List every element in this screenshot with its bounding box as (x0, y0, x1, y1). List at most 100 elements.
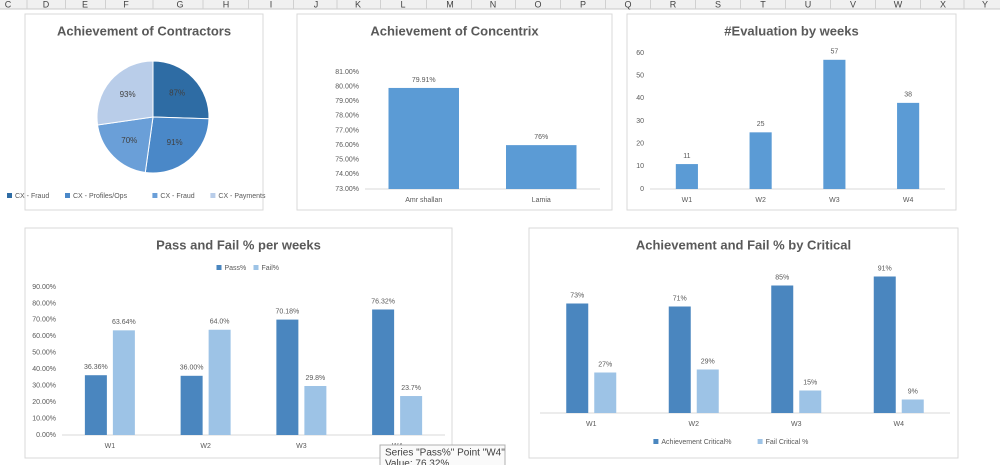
y-tick-label: 74.00% (335, 171, 359, 178)
column-header: H (223, 0, 230, 9)
value-label: 38 (904, 92, 912, 99)
bar (897, 102, 920, 189)
value-label: 76% (534, 134, 548, 141)
legend-label: Achievement Critical% (661, 439, 731, 446)
value-label: 85% (775, 274, 789, 281)
y-tick-label: 80.00% (32, 300, 56, 307)
legend-swatch (253, 265, 259, 270)
bar (696, 369, 719, 413)
legend-label: CX - Fraud (160, 193, 194, 200)
x-tick-label: Amr shallan (405, 197, 442, 204)
pie-slice (152, 60, 210, 120)
legend-swatch (152, 193, 158, 198)
bar (400, 396, 423, 435)
legend-label: Fail% (262, 265, 280, 272)
x-tick-label: W4 (894, 421, 905, 428)
legend-swatch (757, 439, 763, 444)
y-tick-label: 81.00% (335, 69, 359, 76)
legend-label: Pass% (225, 265, 247, 272)
x-tick-label: W2 (689, 421, 700, 428)
y-tick-label: 70.00% (32, 317, 56, 324)
y-tick-label: 79.00% (335, 98, 359, 105)
y-tick-label: 0.00% (36, 432, 56, 439)
column-header: D (43, 0, 50, 9)
value-label: 57 (830, 49, 838, 56)
x-tick-label: W3 (791, 421, 802, 428)
column-header: K (355, 0, 361, 9)
bar (675, 164, 698, 189)
slice-label: 87% (169, 89, 185, 98)
x-tick-label: W1 (105, 443, 116, 450)
y-tick-label: 90.00% (32, 284, 56, 291)
bar (749, 132, 772, 189)
y-tick-label: 10.00% (32, 415, 56, 422)
column-header: W (894, 0, 903, 9)
bar (771, 285, 794, 413)
column-header: C (5, 0, 12, 9)
chart-title: Achievement of Contractors (57, 23, 231, 38)
column-header: G (176, 0, 183, 9)
x-tick-label: W2 (200, 443, 211, 450)
legend-label: CX - Profiles/Ops (73, 193, 128, 200)
column-header: E (82, 0, 88, 9)
legend-swatch (210, 193, 216, 198)
column-header: N (490, 0, 497, 9)
column-header: L (400, 0, 405, 9)
value-label: 63.64% (112, 319, 136, 326)
column-header: F (123, 0, 129, 9)
y-tick-label: 73.00% (335, 186, 359, 193)
y-tick-label: 50.00% (32, 350, 56, 357)
bar (566, 303, 589, 413)
column-header: P (580, 0, 586, 9)
legend-swatch (653, 439, 659, 444)
slice-label: 93% (120, 90, 136, 99)
value-label: 79.91% (412, 77, 436, 84)
y-tick-label: 40 (636, 95, 644, 102)
bar (208, 329, 231, 435)
x-tick-label: W2 (755, 197, 766, 204)
y-tick-label: 75.00% (335, 157, 359, 164)
x-tick-label: Lamia (532, 197, 551, 204)
bar (112, 330, 135, 435)
legend-swatch (216, 265, 222, 270)
bar (180, 375, 203, 435)
x-tick-label: W1 (586, 421, 597, 428)
column-header: O (534, 0, 541, 9)
column-header: Y (982, 0, 988, 9)
value-label: 71% (673, 295, 687, 302)
x-tick-label: W4 (903, 197, 914, 204)
legend-swatch (7, 193, 12, 198)
y-tick-label: 20.00% (32, 399, 56, 406)
column-header-bar (0, 0, 1000, 9)
bar (84, 375, 107, 435)
y-tick-label: 60.00% (32, 333, 56, 340)
value-label: 15% (803, 379, 817, 386)
column-header: V (850, 0, 856, 9)
slice-label: 91% (167, 138, 183, 147)
value-label: 29% (701, 358, 715, 365)
value-label: 27% (598, 361, 612, 368)
x-tick-label: W1 (682, 197, 693, 204)
value-label: 25 (757, 121, 765, 128)
y-tick-label: 20 (636, 141, 644, 148)
legend-swatch (65, 193, 70, 198)
column-header: U (805, 0, 812, 9)
column-header: R (670, 0, 677, 9)
bar (276, 319, 299, 435)
x-tick-label: W3 (296, 443, 307, 450)
column-header: J (314, 0, 319, 9)
y-tick-label: 77.00% (335, 127, 359, 134)
value-label: 36.36% (84, 364, 108, 371)
pie-slice (144, 116, 210, 174)
tooltip-line: Series "Pass%" Point "W4" (385, 448, 505, 459)
value-label: 91% (878, 265, 892, 272)
y-tick-label: 0 (640, 186, 644, 193)
y-tick-label: 40.00% (32, 366, 56, 373)
y-tick-label: 60 (636, 50, 644, 57)
chart-title: Achievement of Concentrix (370, 23, 539, 38)
value-label: 29.8% (305, 375, 325, 382)
bar (823, 59, 846, 189)
y-tick-label: 80.00% (335, 83, 359, 90)
slice-label: 70% (121, 136, 137, 145)
